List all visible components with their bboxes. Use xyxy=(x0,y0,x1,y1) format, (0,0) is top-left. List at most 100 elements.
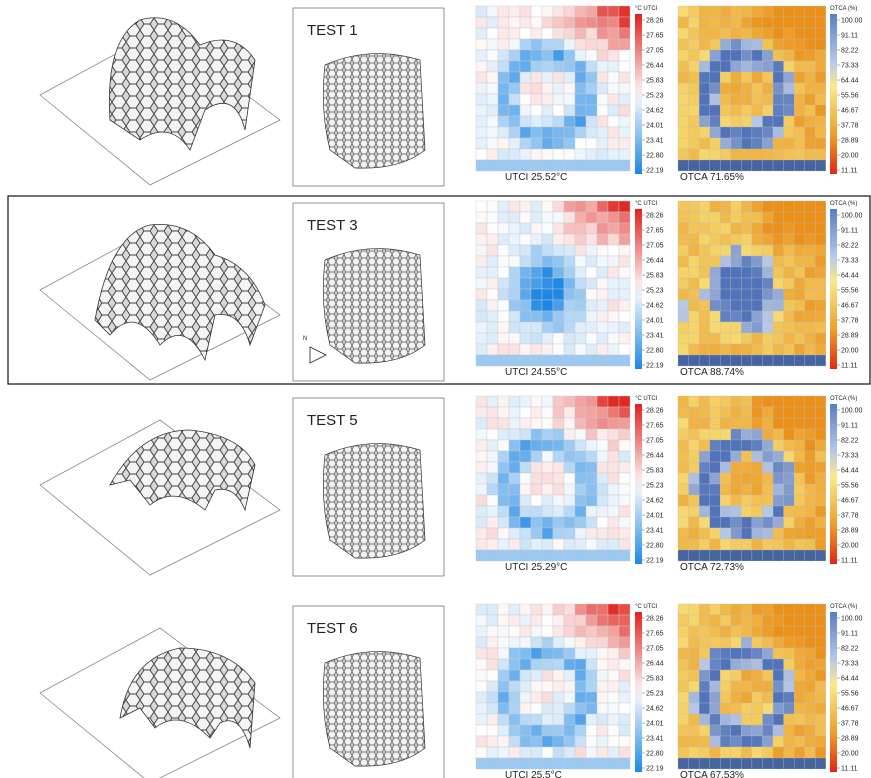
utci-cell xyxy=(586,506,597,517)
utci-cell xyxy=(509,484,520,495)
utci-cell xyxy=(520,747,531,758)
otca-cell xyxy=(741,28,752,39)
otca-cell xyxy=(752,39,763,50)
utci-cell xyxy=(498,604,509,615)
utci-cell xyxy=(498,659,509,670)
utci-cell xyxy=(586,528,597,539)
otca-cell xyxy=(731,506,742,517)
otca-cell xyxy=(815,160,826,171)
otca-cell xyxy=(710,637,721,648)
otca-cell xyxy=(752,615,763,626)
otca-cell xyxy=(741,648,752,659)
utci-cell xyxy=(542,6,553,17)
otca-cell xyxy=(752,105,763,116)
utci-cell xyxy=(509,736,520,747)
utci-cell xyxy=(487,28,498,39)
utci-cell xyxy=(487,138,498,149)
utci-cell xyxy=(597,300,608,311)
otca-cell xyxy=(678,105,689,116)
utci-cell xyxy=(498,116,509,127)
otca-cell xyxy=(784,626,795,637)
utci-cell xyxy=(553,539,564,550)
colorbar-tick-label: 82.22 xyxy=(841,243,859,250)
otca-cell xyxy=(762,105,773,116)
utci-cell xyxy=(520,278,531,289)
utci-cell xyxy=(564,517,575,528)
colorbar-tick-label: 37.78 xyxy=(841,721,859,728)
utci-cell xyxy=(553,396,564,407)
otca-cell xyxy=(689,484,700,495)
utci-cell xyxy=(597,6,608,17)
otca-cell xyxy=(678,267,689,278)
utci-cell xyxy=(586,333,597,344)
utci-cell xyxy=(586,681,597,692)
otca-cell xyxy=(794,311,805,322)
utci-cell xyxy=(575,714,586,725)
otca-cell xyxy=(752,6,763,17)
otca-cell xyxy=(752,418,763,429)
otca-cell xyxy=(689,160,700,171)
utci-cell xyxy=(586,322,597,333)
utci-cell xyxy=(586,212,597,223)
utci-cell xyxy=(520,105,531,116)
utci-cell xyxy=(531,201,542,212)
utci-cell xyxy=(619,659,630,670)
otca-cell xyxy=(784,429,795,440)
utci-cell xyxy=(619,506,630,517)
colorbar-tick-label: 55.56 xyxy=(841,691,859,698)
utci-cell xyxy=(575,83,586,94)
utci-cell xyxy=(575,300,586,311)
otca-cell xyxy=(720,28,731,39)
otca-cell xyxy=(710,758,721,769)
otca-cell xyxy=(773,83,784,94)
otca-cell xyxy=(794,440,805,451)
utci-cell xyxy=(520,201,531,212)
otca-cell xyxy=(773,278,784,289)
utci-cell xyxy=(531,407,542,418)
utci-cell xyxy=(542,256,553,267)
otca-cell xyxy=(784,550,795,561)
otca-cell xyxy=(794,149,805,160)
utci-cell xyxy=(619,116,630,127)
utci-cell xyxy=(531,355,542,366)
otca-cell xyxy=(710,539,721,550)
otca-cell xyxy=(689,506,700,517)
utci-cell xyxy=(487,462,498,473)
utci-cell xyxy=(498,725,509,736)
utci-cell xyxy=(586,539,597,550)
utci-cell xyxy=(531,659,542,670)
utci-cell xyxy=(487,714,498,725)
otca-cell xyxy=(794,333,805,344)
utci-cell xyxy=(564,300,575,311)
otca-cell xyxy=(731,300,742,311)
otca-cell xyxy=(815,72,826,83)
otca-cell xyxy=(731,355,742,366)
otca-cell xyxy=(762,72,773,83)
otca-cell xyxy=(699,72,710,83)
utci-cell xyxy=(520,149,531,160)
utci-cell xyxy=(476,72,487,83)
otca-cell xyxy=(815,604,826,615)
otca-cell xyxy=(752,311,763,322)
otca-cell xyxy=(752,61,763,72)
otca-cell xyxy=(731,418,742,429)
utci-cell xyxy=(597,681,608,692)
utci-cell xyxy=(608,39,619,50)
otca-cell xyxy=(689,451,700,462)
otca-cell xyxy=(784,451,795,462)
utci-cell xyxy=(586,116,597,127)
utci-cell xyxy=(509,637,520,648)
otca-cell xyxy=(784,39,795,50)
otca-cell xyxy=(731,615,742,626)
utci-cell xyxy=(608,517,619,528)
otca-cell xyxy=(720,105,731,116)
otca-cell xyxy=(815,517,826,528)
utci-cell xyxy=(586,418,597,429)
otca-cell xyxy=(752,517,763,528)
otca-cell xyxy=(689,495,700,506)
utci-cell xyxy=(520,506,531,517)
utci-cell xyxy=(531,83,542,94)
otca-cell xyxy=(784,223,795,234)
utci-cell xyxy=(608,333,619,344)
otca-cell xyxy=(815,322,826,333)
